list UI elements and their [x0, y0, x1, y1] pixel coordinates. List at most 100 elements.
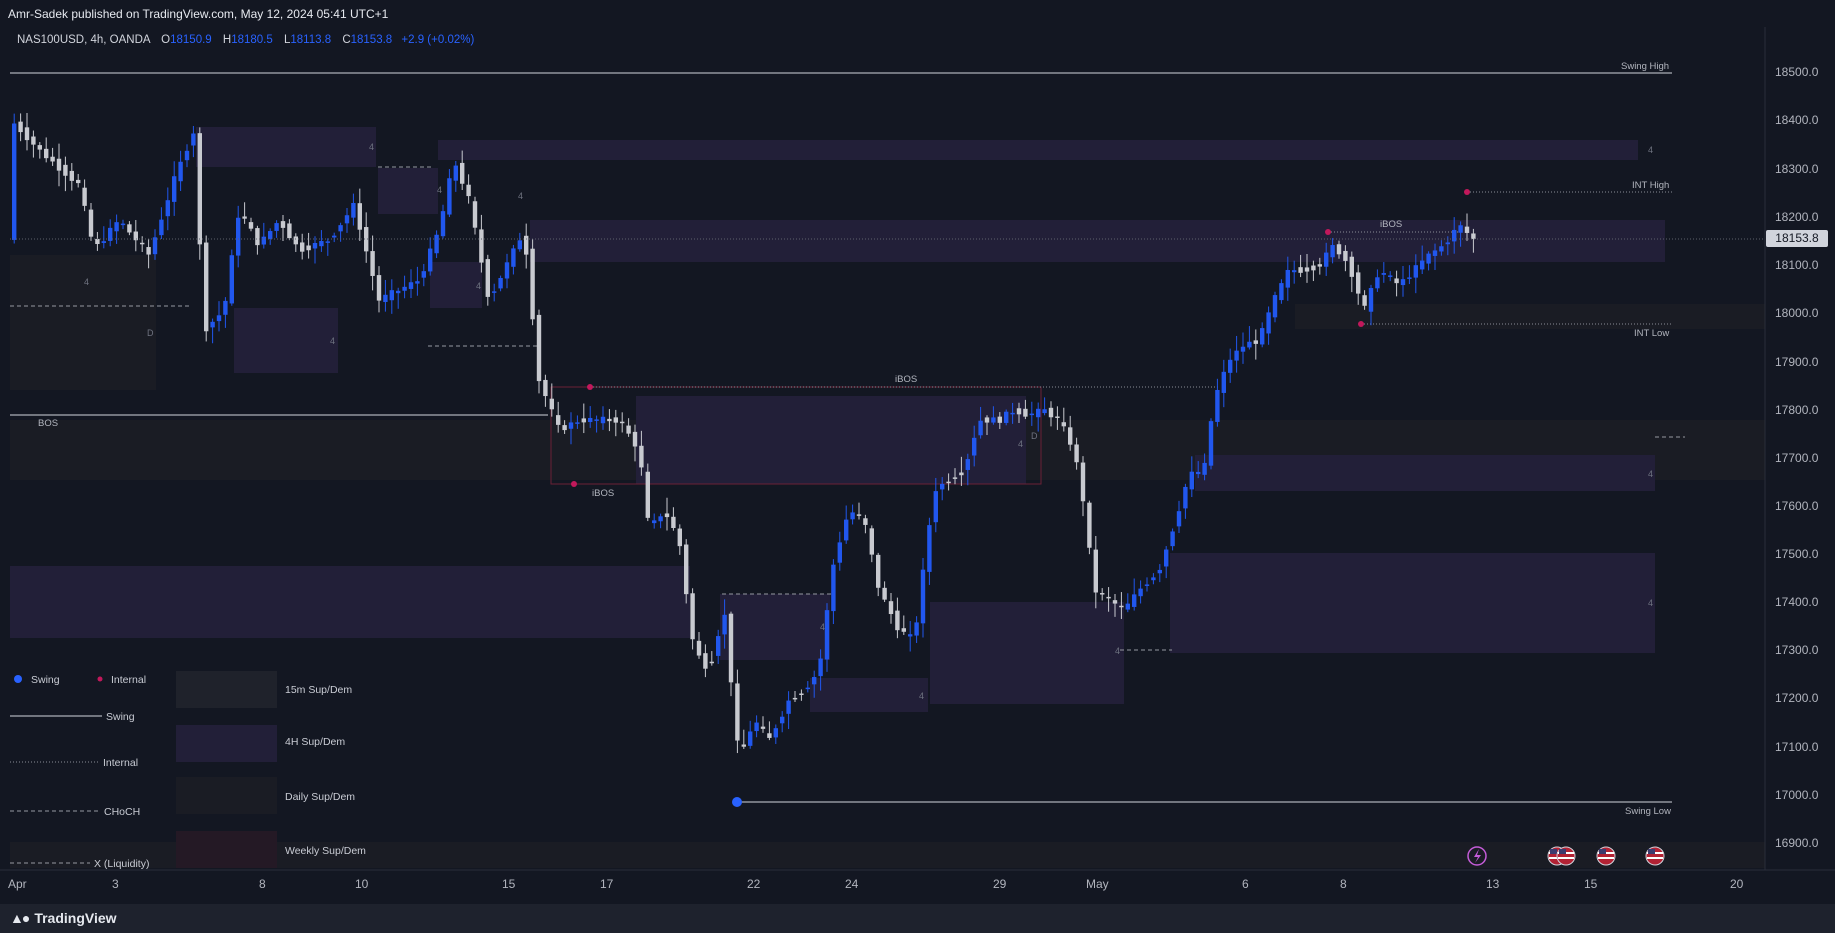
candle-body	[933, 491, 938, 523]
candle-body	[940, 483, 945, 490]
candle-body	[1356, 272, 1361, 294]
candle-body	[1413, 265, 1418, 278]
candle-body	[1183, 486, 1188, 509]
zone-label: 4	[84, 277, 89, 287]
candle-body	[1311, 265, 1316, 271]
candle-body	[479, 229, 484, 263]
candle-body	[1394, 278, 1399, 284]
swing-high-label: Swing High	[1621, 61, 1669, 72]
event-icons[interactable]	[1467, 846, 1665, 866]
candle-body	[325, 241, 330, 243]
candle-body	[991, 417, 996, 423]
candle-body	[581, 418, 586, 423]
time-tick: 10	[355, 877, 369, 891]
candle-body	[351, 202, 356, 218]
candle-body	[1151, 577, 1156, 581]
candle-body	[703, 653, 708, 669]
candle-body	[370, 251, 375, 276]
zone-label: D	[147, 328, 154, 338]
candle-body	[952, 477, 958, 479]
candle-body	[24, 127, 30, 141]
symbol-label[interactable]: NAS100USD, 4h, OANDA	[17, 34, 150, 46]
candle-body	[268, 231, 273, 239]
candle-body	[946, 481, 951, 484]
price-tick: 18300.0	[1775, 162, 1819, 176]
candle-body	[1362, 295, 1367, 306]
candle-body	[1285, 269, 1290, 288]
candle-body	[1452, 229, 1457, 242]
zone-4h	[430, 262, 482, 308]
time-tick: 24	[845, 877, 859, 891]
candle-body	[1068, 427, 1073, 445]
candle-body	[146, 247, 151, 255]
tradingview-logo[interactable]: ▲● TradingView	[10, 910, 117, 926]
candle-body	[1458, 225, 1463, 233]
candle-body	[37, 145, 42, 150]
candle-body	[1112, 600, 1118, 604]
candle-body	[696, 640, 702, 656]
us-flag-icon[interactable]	[1556, 846, 1576, 866]
us-flag-icon[interactable]	[1645, 846, 1665, 866]
candle-body	[1061, 422, 1066, 427]
candle-body	[1420, 260, 1425, 270]
candle-body	[82, 187, 87, 206]
candle-body	[1445, 242, 1450, 245]
internal-dot	[1464, 189, 1470, 195]
time-tick: 8	[1340, 877, 1347, 891]
candle-body	[223, 300, 228, 315]
zone-4h	[378, 168, 438, 214]
candle-body	[760, 726, 766, 729]
candle-body	[402, 286, 407, 291]
price-tick: 17900.0	[1775, 355, 1819, 369]
candle-body	[396, 290, 401, 294]
candle-body	[1266, 312, 1271, 334]
publisher-text: Amr-Sadek published on TradingView.com, …	[8, 7, 389, 21]
candle-body	[786, 700, 791, 714]
internal-dot	[1358, 321, 1364, 327]
candle-body	[818, 658, 823, 677]
price-tick: 18000.0	[1775, 306, 1819, 320]
candle-body	[1260, 328, 1265, 345]
candle-body	[908, 634, 913, 637]
candle-body	[1004, 411, 1009, 423]
candle-body	[1439, 246, 1444, 252]
price-tick: 16900.0	[1775, 836, 1819, 850]
candle-body	[1234, 350, 1239, 361]
candle-body	[421, 271, 426, 278]
swing-low-dot	[732, 797, 742, 807]
candle-body	[927, 525, 932, 572]
close-value: 18153.8	[350, 34, 393, 46]
candle-body	[1080, 462, 1086, 502]
candle-body	[1093, 549, 1098, 593]
lightning-icon[interactable]	[1467, 846, 1487, 866]
candle-body	[773, 728, 778, 738]
candle-body	[191, 133, 196, 146]
candle-body	[1240, 346, 1246, 352]
price-axis[interactable]: 18500.0 18400.0 18300.0 18200.0 18100.0 …	[1775, 65, 1819, 850]
candle-body	[568, 422, 574, 429]
candle-body	[1119, 605, 1124, 608]
candle-body	[735, 683, 740, 741]
candle-body	[101, 241, 106, 243]
price-tick: 17600.0	[1775, 499, 1819, 513]
candle-body	[332, 235, 337, 238]
candle-body	[901, 628, 906, 632]
candle-body	[1349, 256, 1354, 277]
candle-body	[722, 614, 727, 635]
candle-body	[428, 248, 433, 272]
candle-body	[1407, 277, 1412, 279]
candle-body	[415, 281, 420, 284]
time-tick: 8	[259, 877, 266, 891]
time-axis[interactable]: Apr 3 8 10 15 17 22 24 29 May 6 8 13 15 …	[8, 877, 1744, 891]
candle-body	[652, 520, 657, 524]
candle-body	[376, 275, 382, 301]
candle-body	[792, 697, 798, 700]
zones	[10, 127, 1765, 868]
candle-body	[613, 417, 618, 423]
candle-body	[504, 262, 510, 279]
int-high-label: INT High	[1632, 180, 1669, 191]
candle-body	[1144, 584, 1150, 586]
chart-canvas[interactable]: 4 4 D 4 4 4 4 4 4 4 4 D 4 4 4 Swing High…	[0, 0, 1835, 904]
time-tick: 13	[1486, 877, 1500, 891]
us-flag-icon[interactable]	[1596, 846, 1616, 866]
